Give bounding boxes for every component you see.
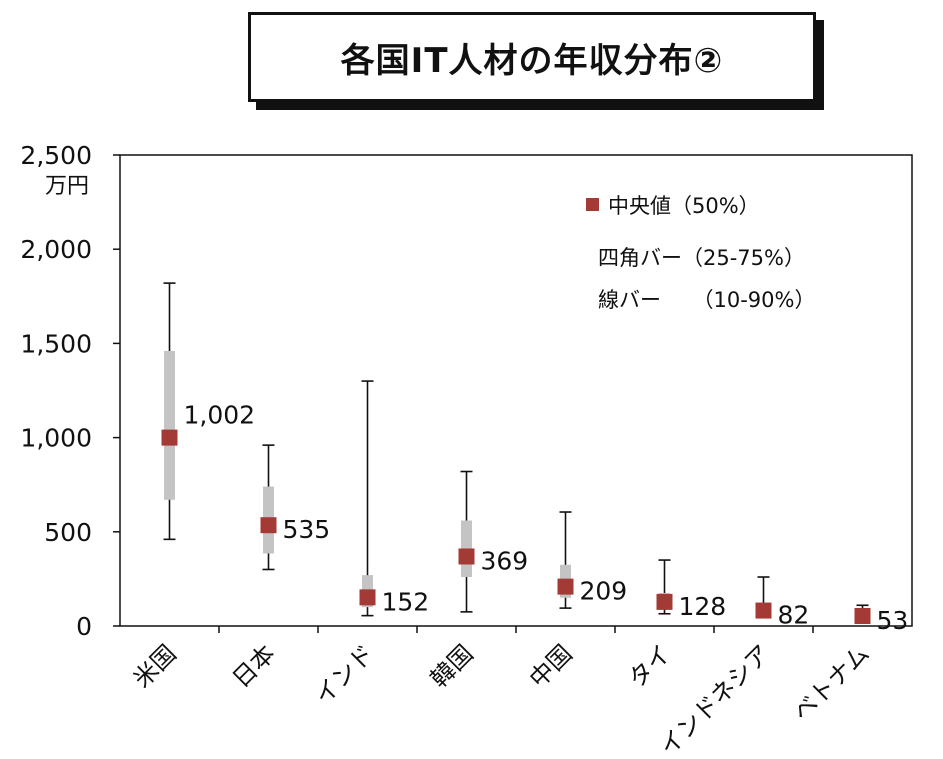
- median-marker: [755, 602, 772, 619]
- median-marker: [656, 593, 673, 610]
- y-tick-label: 500: [44, 518, 92, 547]
- y-tick-label: 1,500: [20, 329, 92, 358]
- y-tick-label: 0: [76, 612, 92, 641]
- x-category-label: 中国: [524, 639, 578, 693]
- x-category-label: タイ: [623, 639, 677, 693]
- x-category-label: 韓国: [425, 639, 479, 693]
- legend-entry: 四角バー（25-75%）: [598, 246, 805, 270]
- legend-entry: 線バー （10-90%）: [598, 288, 815, 312]
- median-marker: [557, 578, 574, 595]
- legend: 中央値（50%） 四角バー（25-75%） 線バー （10-90%）: [586, 194, 815, 312]
- y-unit-label: 万円: [45, 174, 89, 199]
- median-marker: [854, 608, 871, 625]
- y-axis: 0 500 1,000 1,500 2,000 2,500 万円: [20, 141, 120, 641]
- median-markers: [161, 429, 871, 625]
- median-marker: [260, 517, 277, 534]
- median-marker: [359, 589, 376, 606]
- data-label: 128: [679, 592, 727, 621]
- median-marker: [161, 429, 178, 446]
- legend-median-swatch: [586, 198, 599, 211]
- data-label: 53: [877, 606, 909, 635]
- data-label: 535: [283, 515, 331, 544]
- quartile-bars: [164, 350, 868, 620]
- median-marker: [458, 548, 475, 565]
- x-category-label: ベトナム: [788, 639, 875, 726]
- data-label: 152: [382, 587, 430, 616]
- legend-entry: 中央値（50%）: [608, 194, 760, 218]
- title-box: 各国IT人材の年収分布②: [248, 12, 816, 102]
- quartile-bar: [164, 350, 175, 500]
- data-labels: 1,002 535 152 369 209 128 82 53: [184, 401, 909, 635]
- y-tick-label: 2,500: [20, 141, 92, 170]
- x-category-label: 米国: [128, 639, 182, 693]
- data-label: 369: [481, 546, 529, 575]
- y-tick-label: 1,000: [20, 424, 92, 453]
- x-category-label: 日本: [227, 639, 281, 693]
- data-label: 1,002: [184, 401, 256, 430]
- y-tick-label: 2,000: [20, 235, 92, 264]
- data-label: 209: [580, 577, 628, 606]
- x-category-label: インド: [309, 639, 380, 710]
- chart-title: 各国IT人材の年収分布②: [340, 40, 724, 81]
- data-label: 82: [778, 601, 810, 630]
